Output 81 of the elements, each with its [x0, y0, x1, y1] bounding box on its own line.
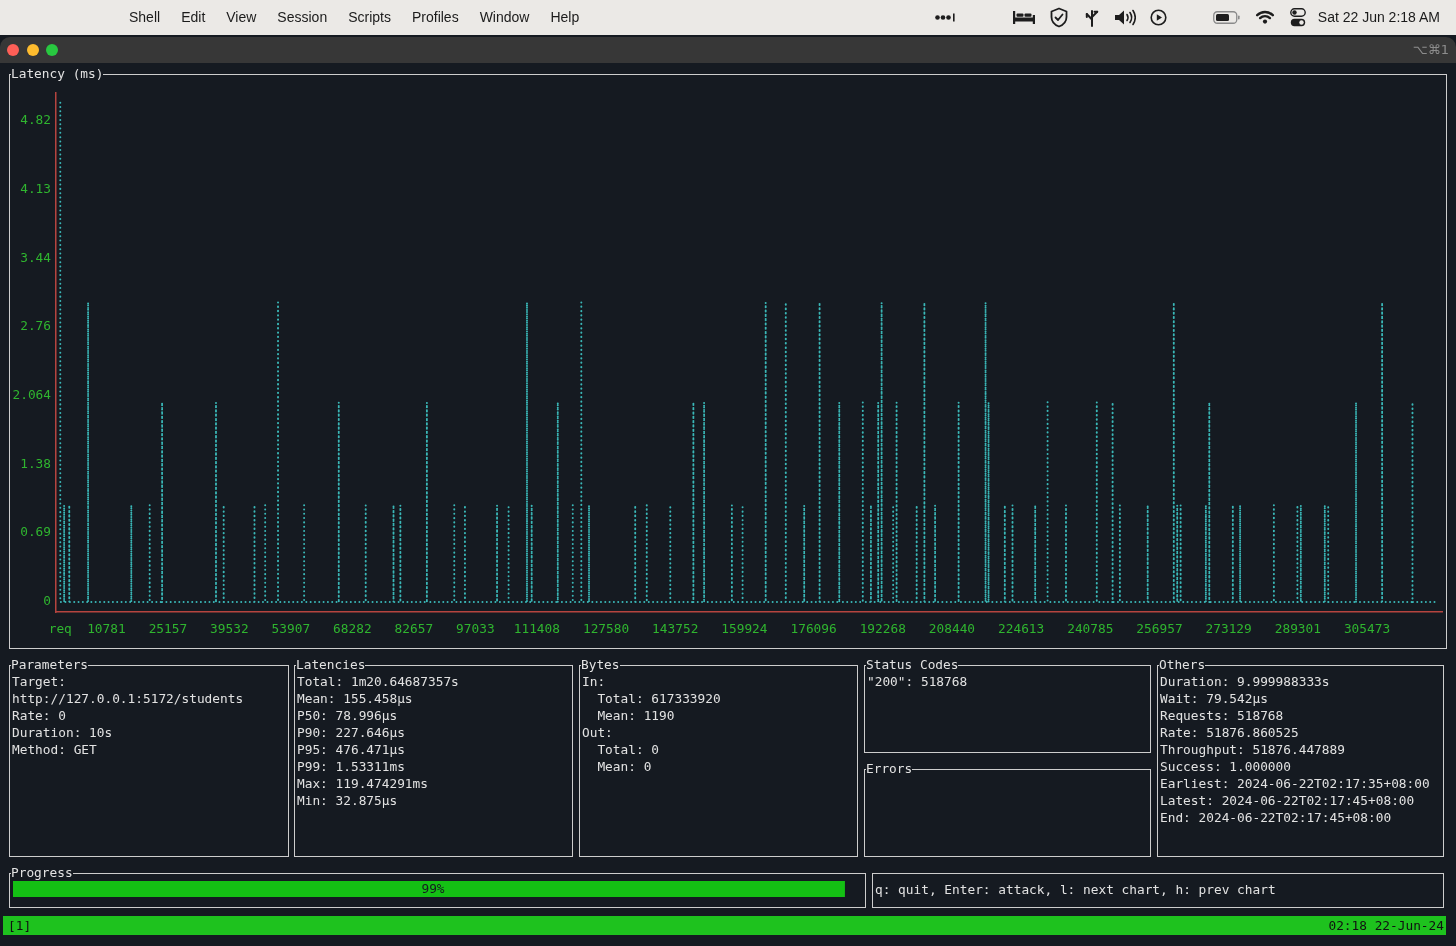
x-tick-label: req: [48, 621, 72, 636]
x-tick-label: 82657: [394, 621, 434, 636]
data-label: 99%: [421, 881, 445, 897]
text: P99: 1.53311ms: [297, 758, 406, 775]
text: Latest: 2024-06-22T02:17:45+08:00: [1160, 792, 1416, 809]
text: Latencies: [296, 657, 366, 673]
y-tick-label: 4.13: [20, 180, 51, 196]
text: Sat 22 Jun 2:18 AM: [1317, 9, 1440, 25]
text: Rate: 51876.860525: [1160, 724, 1300, 741]
y-tick-label: 2.76: [20, 317, 51, 333]
x-tick-label: 240785: [1067, 621, 1114, 636]
x-tick-label: 25157: [148, 621, 188, 636]
text: Rate: 0: [12, 707, 67, 724]
text: Bytes: [581, 657, 620, 673]
y-tick-label: 4.82: [20, 111, 51, 127]
text: Target:: [12, 673, 67, 690]
text: Session: [277, 9, 328, 25]
text: P50: 78.996µs: [297, 707, 399, 724]
text: Min: 32.875µs: [297, 792, 399, 809]
x-tick-label: 97033: [456, 621, 495, 636]
text: Total: 0: [596, 741, 661, 758]
text: Total: 617333920: [596, 690, 721, 707]
text: Shell: [129, 9, 161, 25]
line-series: [59, 101, 1438, 604]
x-tick-label: 39532: [210, 621, 249, 636]
text: Mean: 1190: [596, 707, 676, 724]
text: Duration: 9.999988333s: [1160, 673, 1331, 690]
x-tick-label: 176096: [790, 621, 837, 636]
text: Earliest: 2024-06-22T02:17:35+08:00: [1160, 775, 1430, 792]
text: Max: 119.474291ms: [297, 775, 429, 792]
text: "200": 518768: [867, 673, 968, 690]
text: View: [226, 9, 257, 25]
chart-title: Progress: [11, 865, 73, 881]
x-tick-label: 53907: [271, 621, 311, 636]
x-tick-label: 224613: [998, 621, 1045, 636]
y-tick-label: 1.38: [20, 455, 51, 471]
text: P90: 227.646µs: [297, 724, 406, 741]
y-tick-label: 2.064: [12, 387, 52, 403]
x-tick-label: 273129: [1205, 621, 1252, 636]
text: Status Codes: [866, 657, 959, 673]
text: Help: [550, 9, 580, 25]
x-tick-label: 10781: [87, 621, 126, 636]
text: Mean: 155.458µs: [297, 690, 414, 707]
text: Mean: 0: [596, 758, 653, 775]
text: Window: [479, 9, 530, 25]
x-tick-label: 208440: [928, 621, 976, 636]
y-tick-label: 0.69: [20, 524, 51, 540]
text: Throughput: 51876.447889: [1160, 741, 1346, 758]
text: [1]: [8, 917, 32, 935]
text: Total: 1m20.64687357s: [297, 673, 459, 690]
text: Success: 1.000000: [1160, 758, 1292, 775]
text: P95: 476.471µs: [297, 741, 406, 758]
text: End: 2024-06-22T02:17:45+08:00: [1160, 809, 1393, 826]
text: Others: [1159, 657, 1206, 673]
text: Out:: [582, 724, 614, 741]
x-tick-label: 127580: [582, 621, 630, 636]
text: Method: GET: [12, 741, 98, 758]
y-tick-label: 3.44: [20, 249, 52, 265]
x-tick-label: 289301: [1274, 621, 1321, 636]
x-tick-label: 68282: [333, 621, 372, 636]
text: Profiles: [411, 9, 459, 25]
text: Duration: 10s: [12, 724, 114, 741]
text: Edit: [181, 9, 206, 25]
x-tick-label: 159924: [721, 621, 768, 636]
text: Scripts: [348, 9, 391, 25]
text: Parameters: [11, 657, 89, 673]
text: In:: [582, 673, 607, 690]
y-tick-label: 0: [43, 593, 51, 609]
text: 02:18 22-Jun-24: [1328, 917, 1444, 935]
x-tick-label: 111408: [513, 621, 560, 636]
text: Errors: [866, 761, 913, 777]
x-tick-label: 143752: [652, 621, 699, 636]
x-tick-label: 192268: [859, 621, 906, 636]
text: ⌥⌘1: [1412, 42, 1449, 57]
x-tick-label: 256957: [1136, 621, 1183, 636]
text: q: quit, Enter: attack, l: next chart, h: prev chart: [875, 881, 1276, 898]
chart-title: Latency (ms): [11, 66, 104, 82]
text: http://127.0.0.1:5172/students: [12, 690, 244, 707]
text: Wait: 79.542µs: [1160, 690, 1269, 707]
text: Requests: 518768: [1160, 707, 1285, 724]
x-tick-label: 305473: [1343, 621, 1391, 636]
